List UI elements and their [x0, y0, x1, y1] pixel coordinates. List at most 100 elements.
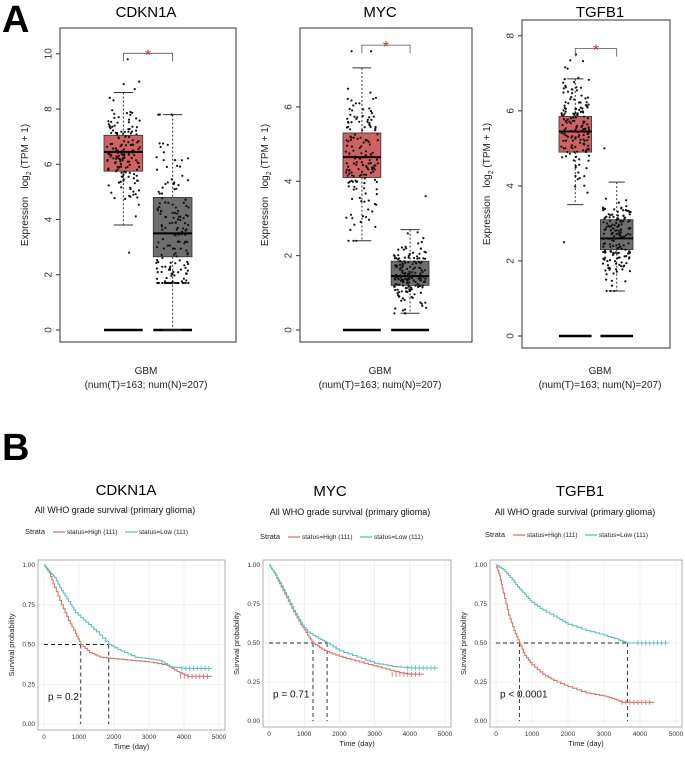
data-point	[608, 243, 612, 246]
data-point	[170, 274, 173, 277]
data-point	[122, 178, 125, 181]
data-point	[356, 180, 359, 183]
y-tick-label: 0	[506, 333, 517, 339]
data-point	[173, 253, 176, 256]
data-point	[571, 135, 574, 138]
data-point	[353, 185, 356, 188]
data-point	[400, 290, 403, 293]
data-point	[129, 143, 132, 147]
data-point	[125, 112, 128, 115]
data-point	[155, 261, 158, 264]
data-point	[360, 145, 363, 148]
data-point	[583, 139, 586, 142]
data-point	[131, 149, 134, 152]
data-point	[394, 288, 397, 292]
km-series-high	[44, 564, 212, 679]
data-point	[361, 215, 365, 218]
data-point	[173, 274, 176, 277]
data-point	[369, 171, 372, 174]
data-point	[186, 240, 189, 244]
data-point	[132, 177, 135, 180]
data-point	[126, 160, 129, 163]
data-point	[156, 271, 159, 274]
data-point	[564, 134, 568, 137]
data-point	[393, 285, 396, 288]
data-point	[417, 277, 420, 280]
data-point	[361, 163, 364, 167]
data-point	[625, 205, 628, 208]
data-point	[173, 188, 176, 191]
data-point	[352, 188, 355, 191]
data-point	[624, 280, 627, 283]
x-tick-label: 5000	[669, 731, 684, 738]
data-point	[351, 180, 354, 183]
data-point	[107, 120, 110, 123]
data-point	[368, 143, 371, 146]
legend-label-low: status=Low (111)	[374, 534, 423, 541]
data-point	[626, 232, 630, 235]
data-point	[587, 128, 591, 131]
data-point	[115, 149, 118, 152]
data-point	[124, 144, 128, 147]
data-point	[121, 150, 124, 153]
data-point	[628, 270, 632, 273]
data-point	[186, 253, 189, 256]
data-point	[351, 217, 354, 220]
data-point	[411, 271, 414, 274]
data-point	[185, 249, 188, 252]
data-point	[615, 218, 618, 222]
data-point	[620, 261, 623, 264]
significance-star: *	[383, 39, 389, 56]
data-point	[409, 265, 412, 268]
data-point	[375, 180, 378, 183]
data-point	[171, 211, 174, 214]
data-point	[406, 267, 409, 271]
data-point	[375, 193, 378, 196]
data-point	[578, 177, 581, 180]
data-point	[609, 250, 613, 253]
y-axis-label-text: Expression	[20, 197, 31, 246]
data-point	[358, 174, 361, 177]
data-point	[181, 281, 184, 285]
data-point	[605, 273, 608, 276]
data-point	[416, 231, 419, 234]
legend: Strata status=High (111) status=Low (111)	[25, 527, 188, 536]
data-point	[579, 110, 583, 113]
km-chart-myc: MYC All WHO grade survival (primary gliom…	[232, 483, 453, 748]
x-category: GBM	[369, 366, 392, 377]
data-point	[185, 214, 188, 217]
data-point	[602, 250, 605, 254]
data-point	[174, 262, 177, 265]
plot-frame	[59, 27, 237, 343]
grid	[38, 560, 225, 730]
data-point	[401, 297, 404, 300]
data-point	[424, 257, 427, 260]
x-tick-label: 3000	[142, 734, 157, 741]
x-tick-label: 4000	[633, 731, 648, 738]
data-point	[396, 258, 399, 261]
data-point	[571, 119, 574, 122]
data-point	[131, 139, 134, 142]
data-point	[107, 168, 110, 171]
data-point	[162, 159, 165, 162]
data-point	[353, 223, 356, 226]
data-point	[414, 271, 417, 274]
data-point	[354, 155, 357, 158]
data-point	[176, 164, 179, 167]
data-point	[395, 257, 398, 260]
data-point	[563, 104, 566, 107]
jitter-points	[560, 53, 591, 244]
data-point	[417, 285, 420, 288]
data-point	[576, 178, 579, 181]
data-point	[399, 279, 403, 282]
data-point	[369, 162, 372, 165]
data-point	[611, 227, 615, 230]
data-point	[569, 59, 572, 62]
data-point	[578, 158, 581, 161]
data-point	[395, 273, 398, 276]
data-point	[352, 174, 355, 178]
data-point	[581, 110, 584, 113]
data-point	[566, 90, 570, 93]
